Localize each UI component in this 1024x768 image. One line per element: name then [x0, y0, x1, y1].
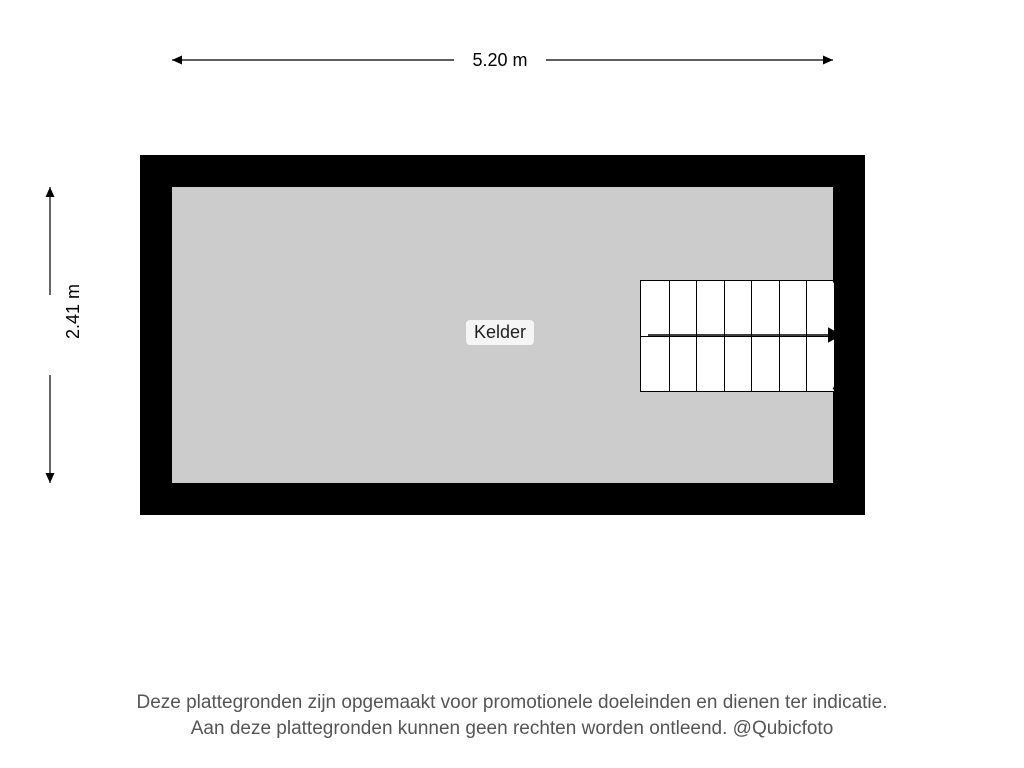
disclaimer-text: Deze plattegronden zijn opgemaakt voor p…: [0, 690, 1024, 741]
floorplan-canvas: Kelder 5.20 m 2.41 m Deze plattegronden …: [0, 0, 1024, 768]
disclaimer-line2: Aan deze plattegronden kunnen geen recht…: [191, 718, 834, 739]
stair-midline: [641, 336, 834, 337]
room-label-kelder: Kelder: [466, 320, 534, 345]
stairs-treads: [641, 281, 834, 391]
disclaimer-line1: Deze plattegronden zijn opgemaakt voor p…: [136, 692, 887, 713]
dimension-height-label: 2.41 m: [63, 278, 84, 345]
dimension-width-label: 5.20 m: [466, 50, 533, 71]
stairs: [640, 280, 834, 392]
